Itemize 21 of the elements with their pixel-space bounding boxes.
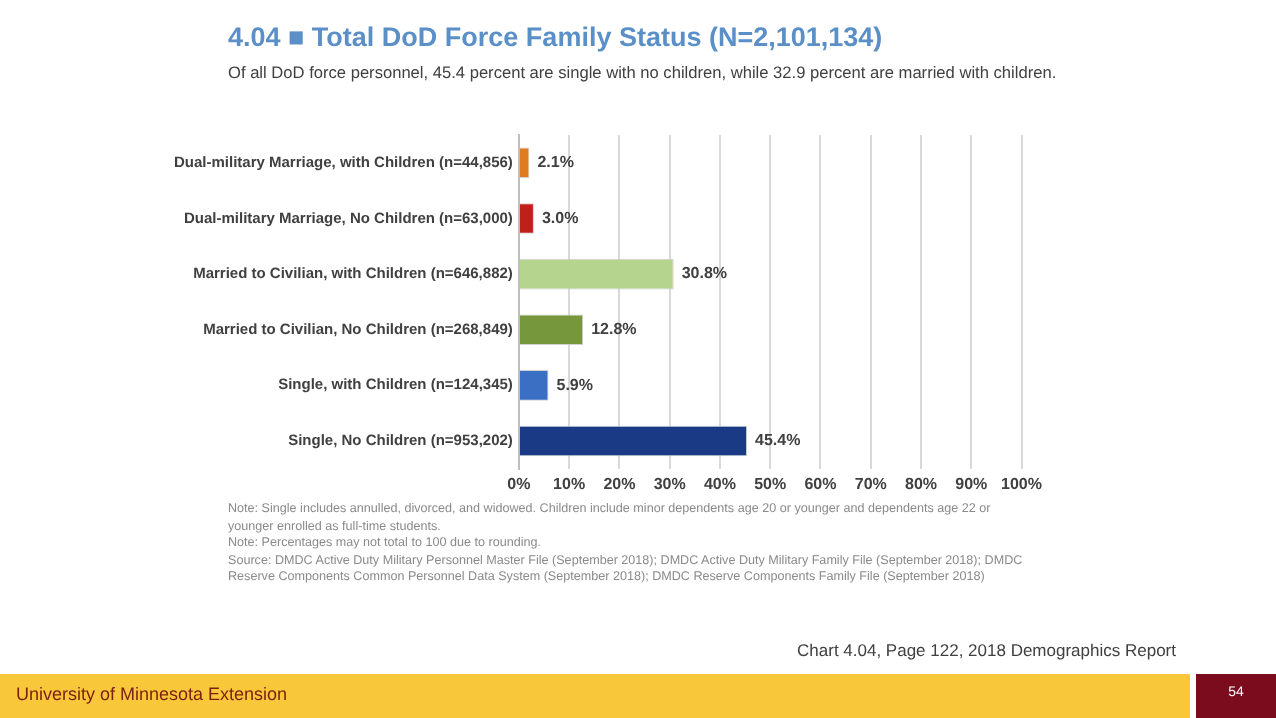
chart-subtitle: Of all DoD force personnel, 45.4 percent are single with no children, while 32.9 percent are married with children. xyxy=(228,62,1057,82)
x-tick-label: 20% xyxy=(603,474,636,493)
x-tick-label: 70% xyxy=(854,474,887,493)
x-tick-label: 40% xyxy=(703,474,736,493)
x-tick-label: 50% xyxy=(754,474,787,493)
x-tick-label: 60% xyxy=(804,474,837,493)
x-tick-label: 0% xyxy=(507,474,531,493)
data-label: 2.1% xyxy=(537,153,574,172)
text: University of Minnesota Extension xyxy=(16,684,288,704)
caption: Chart 4.04, Page 122, 2018 Demographics Report xyxy=(797,640,1176,660)
data-label: 45.4% xyxy=(755,431,801,450)
x-tick-label: 30% xyxy=(653,474,686,493)
x-tick-label: 10% xyxy=(553,474,586,493)
data-label: 3.0% xyxy=(541,208,579,227)
data-label: 12.8% xyxy=(591,320,637,339)
data-label: 30.8% xyxy=(681,264,728,283)
x-tick-label: 90% xyxy=(955,474,988,493)
data-label: 5.9% xyxy=(556,375,593,394)
x-tick-label: 100% xyxy=(1001,474,1043,493)
chart-title: 4.04 ■ Total DoD Force Family Status (N=2,101,134) xyxy=(228,22,883,52)
x-tick-label: 80% xyxy=(904,474,938,493)
